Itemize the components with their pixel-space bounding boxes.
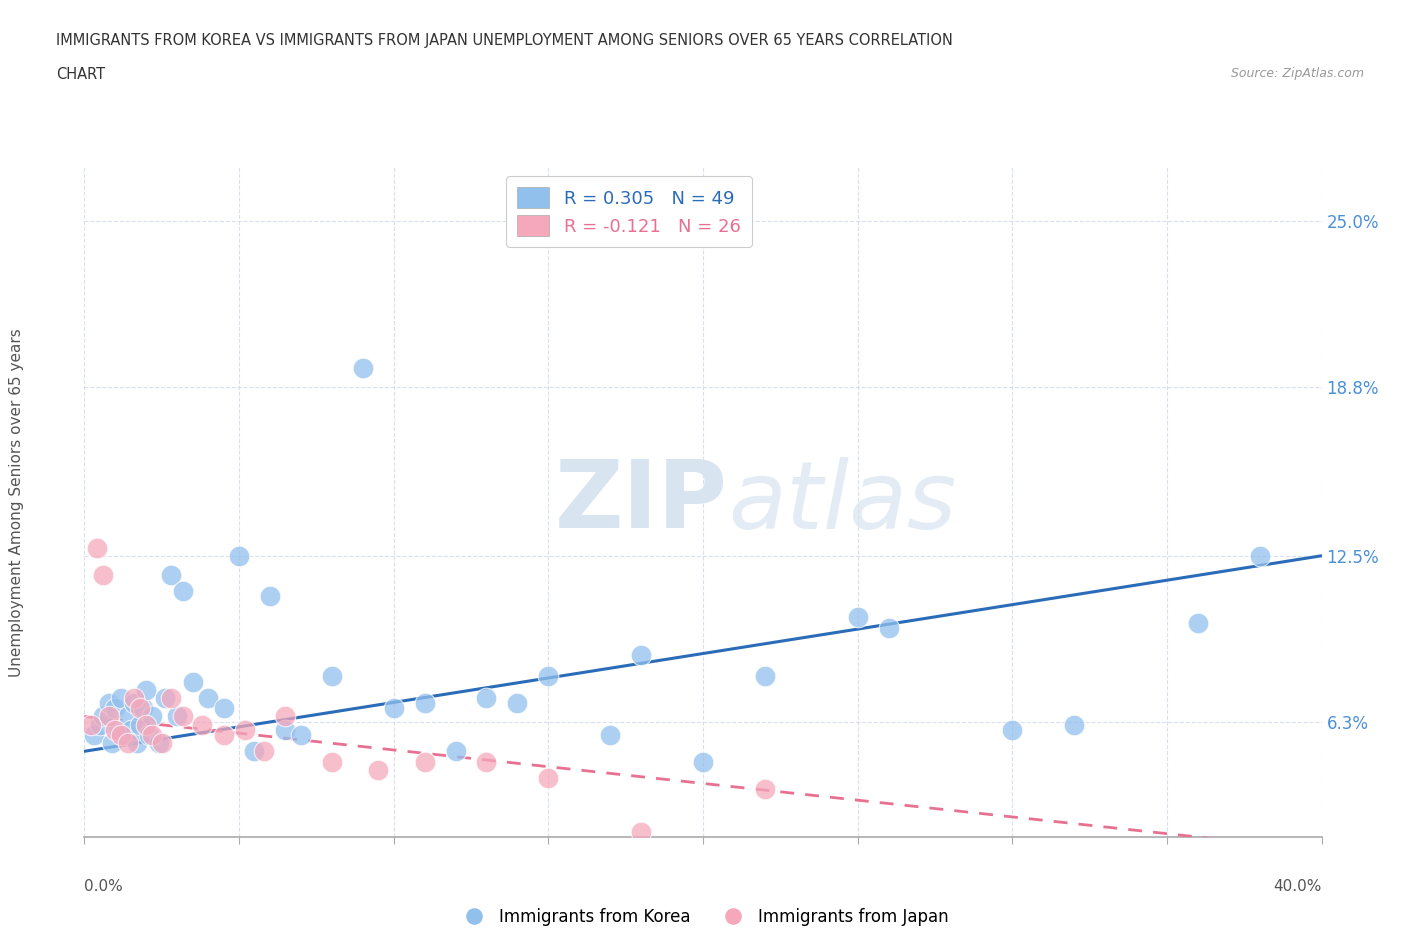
Text: 0.0%: 0.0% bbox=[84, 879, 124, 894]
Point bbox=[172, 709, 194, 724]
Point bbox=[117, 736, 139, 751]
Point bbox=[228, 549, 250, 564]
Text: Unemployment Among Seniors over 65 years: Unemployment Among Seniors over 65 years bbox=[10, 328, 24, 677]
Point bbox=[243, 744, 266, 759]
Point bbox=[150, 736, 173, 751]
Point bbox=[141, 728, 163, 743]
Point bbox=[537, 669, 560, 684]
Point bbox=[86, 540, 108, 555]
Point bbox=[83, 728, 105, 743]
Point bbox=[129, 717, 152, 732]
Point bbox=[877, 620, 900, 635]
Point bbox=[79, 717, 101, 732]
Text: CHART: CHART bbox=[56, 67, 105, 82]
Point bbox=[599, 728, 621, 743]
Point bbox=[1187, 616, 1209, 631]
Point bbox=[110, 690, 132, 705]
Point bbox=[537, 771, 560, 786]
Point bbox=[101, 736, 124, 751]
Point bbox=[125, 736, 148, 751]
Point bbox=[122, 690, 145, 705]
Point bbox=[107, 723, 129, 737]
Point bbox=[274, 709, 297, 724]
Point bbox=[172, 583, 194, 598]
Text: ZIP: ZIP bbox=[555, 457, 728, 548]
Legend: Immigrants from Korea, Immigrants from Japan: Immigrants from Korea, Immigrants from J… bbox=[451, 901, 955, 930]
Point bbox=[382, 701, 405, 716]
Point bbox=[212, 701, 235, 716]
Point bbox=[114, 728, 136, 743]
Text: IMMIGRANTS FROM KOREA VS IMMIGRANTS FROM JAPAN UNEMPLOYMENT AMONG SENIORS OVER 6: IMMIGRANTS FROM KOREA VS IMMIGRANTS FROM… bbox=[56, 33, 953, 47]
Text: atlas: atlas bbox=[728, 457, 956, 548]
Point bbox=[212, 728, 235, 743]
Text: Source: ZipAtlas.com: Source: ZipAtlas.com bbox=[1230, 67, 1364, 80]
Point bbox=[259, 589, 281, 604]
Point bbox=[1063, 717, 1085, 732]
Point bbox=[630, 647, 652, 662]
Point bbox=[1001, 723, 1024, 737]
Point bbox=[91, 709, 114, 724]
Point bbox=[630, 824, 652, 839]
Point bbox=[122, 696, 145, 711]
Point bbox=[91, 567, 114, 582]
Point bbox=[846, 610, 869, 625]
Point bbox=[160, 567, 183, 582]
Point bbox=[181, 674, 204, 689]
Point bbox=[506, 696, 529, 711]
Point bbox=[135, 717, 157, 732]
Point bbox=[367, 763, 389, 777]
Point bbox=[132, 701, 155, 716]
Point bbox=[197, 690, 219, 705]
Point bbox=[135, 683, 157, 698]
Point bbox=[160, 690, 183, 705]
Point bbox=[153, 690, 176, 705]
Point bbox=[120, 723, 142, 737]
Point bbox=[754, 781, 776, 796]
Point bbox=[89, 717, 111, 732]
Point bbox=[475, 754, 498, 769]
Point bbox=[138, 728, 160, 743]
Point bbox=[475, 690, 498, 705]
Point bbox=[321, 754, 343, 769]
Point bbox=[233, 723, 256, 737]
Point bbox=[110, 728, 132, 743]
Point bbox=[98, 696, 121, 711]
Point bbox=[692, 754, 714, 769]
Point bbox=[413, 754, 436, 769]
Point bbox=[148, 736, 170, 751]
Point bbox=[253, 744, 276, 759]
Point bbox=[117, 709, 139, 724]
Point bbox=[290, 728, 312, 743]
Point bbox=[98, 709, 121, 724]
Point bbox=[321, 669, 343, 684]
Point bbox=[191, 717, 214, 732]
Point bbox=[141, 709, 163, 724]
Point bbox=[444, 744, 467, 759]
Point bbox=[413, 696, 436, 711]
Point bbox=[104, 701, 127, 716]
Point bbox=[1249, 549, 1271, 564]
Point bbox=[129, 701, 152, 716]
Point bbox=[754, 669, 776, 684]
Point bbox=[352, 361, 374, 376]
Point bbox=[166, 709, 188, 724]
Text: 40.0%: 40.0% bbox=[1274, 879, 1322, 894]
Point bbox=[274, 723, 297, 737]
Point bbox=[104, 723, 127, 737]
